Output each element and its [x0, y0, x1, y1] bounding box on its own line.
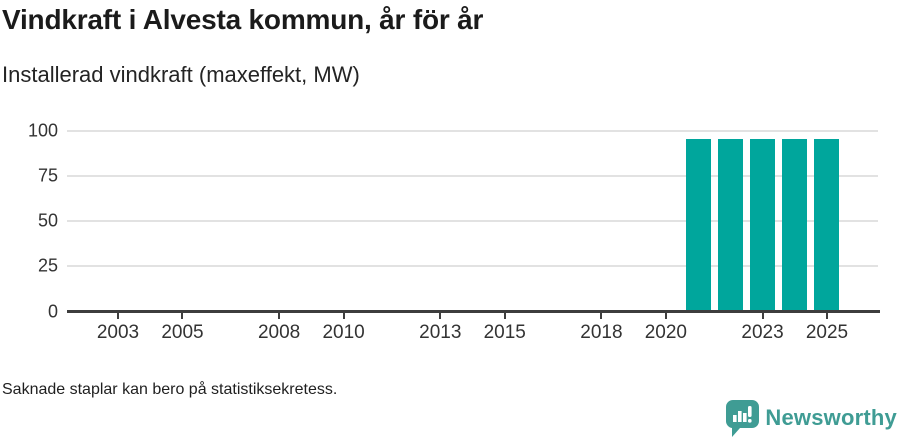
footnote: Saknade staplar kan bero på statistiksek… [2, 381, 338, 398]
y-gridline-100 [67, 130, 878, 132]
y-gridline-25 [67, 265, 878, 267]
x-axis-label-2010: 2010 [322, 322, 365, 343]
chart-title: Vindkraft i Alvesta kommun, år för år [2, 4, 484, 35]
x-tick-2015 [503, 313, 506, 319]
y-gridline-50 [67, 220, 878, 222]
y-axis-label-50: 50 [37, 210, 58, 231]
x-axis-label-2008: 2008 [257, 322, 301, 343]
y-axis-label-0: 0 [47, 301, 58, 321]
x-axis-label-2025: 2025 [805, 322, 849, 343]
x-tick-2008 [278, 313, 281, 319]
bar-2025 [814, 139, 840, 310]
x-tick-2023 [761, 313, 764, 319]
y-axis-label-100: 100 [27, 120, 58, 141]
bar-2022 [717, 139, 743, 310]
bar-2024 [782, 139, 808, 310]
x-axis-label-2015: 2015 [483, 322, 526, 343]
x-axis-label-2018: 2018 [580, 322, 623, 343]
x-tick-2018 [600, 313, 603, 319]
newsworthy-speech-bubble-bar-chart-icon [726, 399, 760, 437]
x-axis-label-2005: 2005 [161, 322, 204, 343]
y-gridline-75 [67, 175, 878, 177]
x-tick-2013 [439, 313, 442, 319]
brand-name: Newsworthy [765, 405, 897, 430]
x-tick-2005 [181, 313, 184, 319]
brand-logo: Newsworthy [726, 399, 897, 437]
x-tick-2010 [342, 313, 345, 319]
x-axis-line [67, 310, 880, 313]
bar-2021 [685, 139, 711, 310]
bar-2023 [750, 139, 776, 310]
x-tick-2020 [664, 313, 667, 319]
x-tick-2025 [825, 313, 828, 319]
x-axis-label-2003: 2003 [96, 322, 140, 343]
chart-subtitle: Installerad vindkraft (maxeffekt, MW) [2, 62, 360, 87]
x-tick-2003 [117, 313, 119, 319]
y-axis-label-25: 25 [37, 255, 58, 276]
y-axis-label-75: 75 [37, 165, 58, 186]
x-axis-label-2013: 2013 [419, 322, 462, 343]
x-axis-label-2023: 2023 [741, 322, 784, 343]
x-axis-label-2020: 2020 [644, 322, 687, 343]
